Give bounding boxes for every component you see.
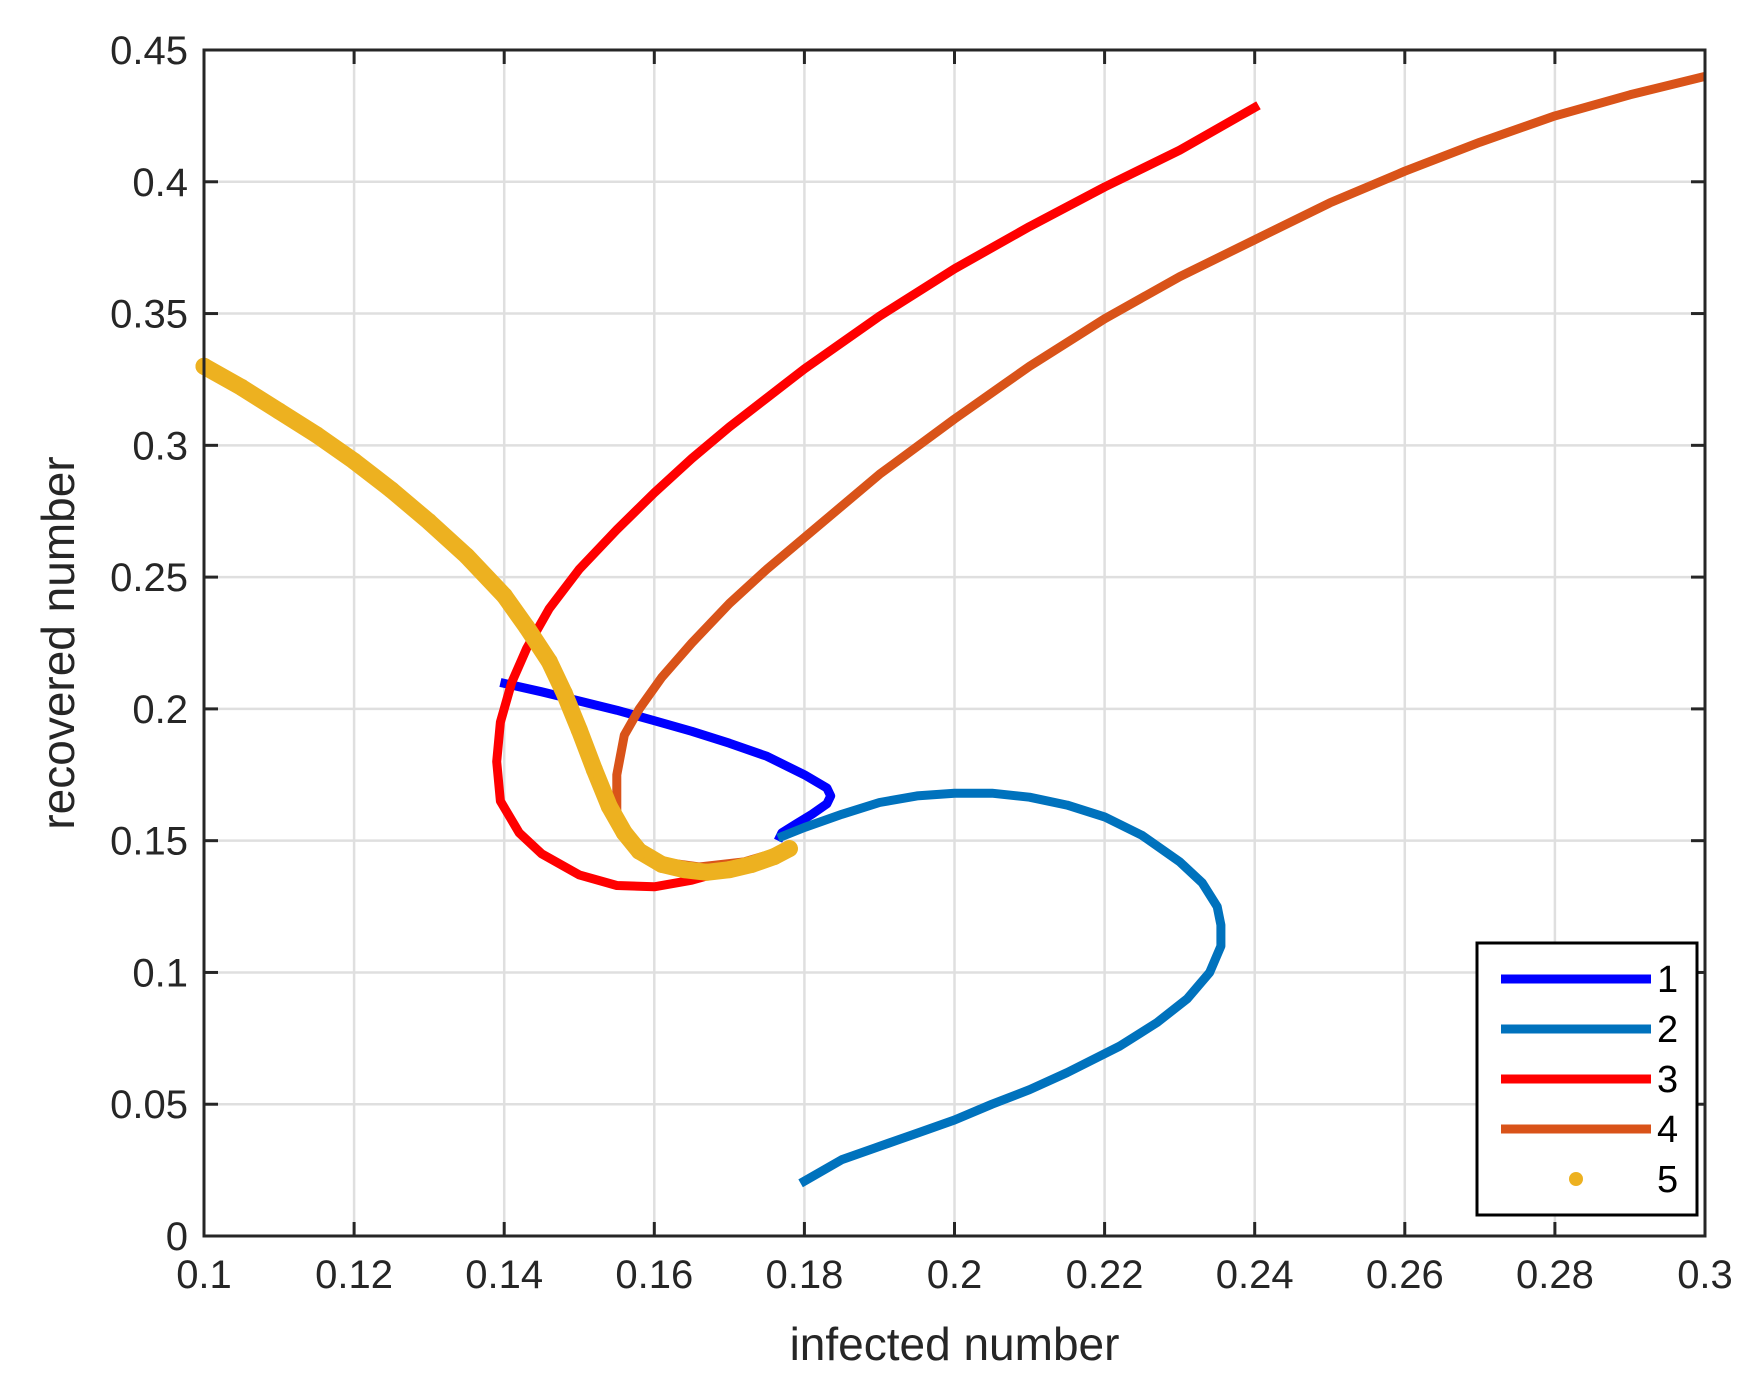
legend-item-1: 1 (1501, 959, 1678, 1001)
series-1 (499, 678, 836, 843)
y-tick-label: 0.4 (132, 161, 188, 205)
series-5-point (675, 861, 693, 879)
series-5-point (600, 797, 618, 815)
y-tick-label: 0.3 (132, 424, 188, 468)
legend-label: 1 (1657, 959, 1678, 1001)
series-5-point (570, 721, 588, 739)
series-5-point (308, 426, 326, 444)
y-tick-label: 0 (166, 1215, 188, 1259)
legend-marker (1569, 1172, 1583, 1186)
y-tick-label: 0.1 (132, 951, 188, 995)
y-tick-label: 0.35 (110, 293, 188, 337)
y-tick-label: 0.2 (132, 688, 188, 732)
y-axis-label: recovered number (32, 456, 84, 829)
legend-label: 5 (1657, 1159, 1678, 1201)
x-tick-label: 0.18 (765, 1253, 843, 1297)
series-2-line (776, 788, 1226, 1188)
legend-label: 4 (1657, 1109, 1678, 1151)
series-5-point (765, 847, 783, 865)
series-5-point (383, 481, 401, 499)
y-tick-label: 0.45 (110, 29, 188, 73)
series-5-point (518, 618, 536, 636)
series-5-point (743, 855, 761, 873)
legend-label: 2 (1657, 1009, 1678, 1051)
legend-label: 3 (1657, 1059, 1678, 1101)
x-tick-label: 0.3 (1677, 1253, 1733, 1297)
series-5-point (698, 863, 716, 881)
y-tick-label: 0.05 (110, 1083, 188, 1127)
series-5-point (720, 861, 738, 879)
legend-item-2: 2 (1501, 1009, 1678, 1051)
series-5-point (540, 652, 558, 670)
series-1-line (499, 678, 836, 843)
x-axis-label: infected number (790, 1318, 1120, 1370)
series-5-point (345, 452, 363, 470)
legend-item-5: 5 (1569, 1159, 1678, 1201)
x-tick-label: 0.26 (1366, 1253, 1444, 1297)
x-tick-label: 0.12 (315, 1253, 393, 1297)
legend-item-4: 4 (1501, 1109, 1678, 1151)
series-5-point (615, 824, 633, 842)
x-tick-label: 0.22 (1066, 1253, 1144, 1297)
series-5-point (270, 402, 288, 420)
x-tick-label: 0.28 (1516, 1253, 1594, 1297)
series-5-point (653, 855, 671, 873)
series-2 (776, 788, 1226, 1188)
x-tick-label: 0.1 (176, 1253, 232, 1297)
y-tick-label: 0.15 (110, 820, 188, 864)
series-3 (492, 101, 1261, 892)
series-5-point (420, 513, 438, 531)
series-5-point (555, 684, 573, 702)
x-tick-label: 0.2 (927, 1253, 983, 1297)
legend-item-3: 3 (1501, 1059, 1678, 1101)
y-tick-label: 0.25 (110, 556, 188, 600)
plot-area (195, 72, 1707, 1188)
series-5-point (458, 547, 476, 565)
series-5-point (585, 761, 603, 779)
grid (204, 50, 1705, 1236)
x-tick-label: 0.24 (1216, 1253, 1294, 1297)
series-5-point (233, 378, 251, 396)
series-3-line (492, 101, 1261, 892)
series-5-point (495, 587, 513, 605)
series-5-point (780, 840, 798, 858)
series-5-point (630, 842, 648, 860)
x-tick-label: 0.14 (465, 1253, 543, 1297)
x-tick-label: 0.16 (615, 1253, 693, 1297)
legend: 1 2 3 4 5 (1475, 941, 1699, 1217)
axis-ticks: 0.1 0.12 0.14 0.16 0.18 0.2 0.22 0.24 0.26 0.28 0.… (110, 29, 1733, 1297)
series-5 (195, 357, 798, 881)
